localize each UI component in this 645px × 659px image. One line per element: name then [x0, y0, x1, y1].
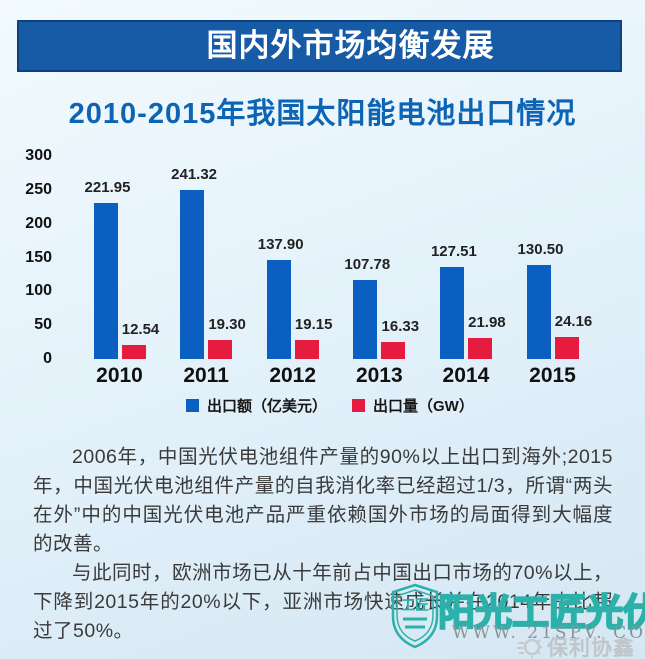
bar-value-label: 21.98	[468, 314, 506, 332]
x-axis-label: 2011	[183, 364, 229, 387]
legend-item-export-volume: 出口量（GW）	[352, 397, 474, 415]
y-axis-tick: 200	[25, 214, 52, 232]
y-axis-tick: 300	[25, 147, 52, 164]
x-axis-label: 2013	[355, 364, 403, 387]
export-value-bar	[180, 189, 205, 359]
y-axis-tick: 100	[25, 282, 52, 300]
y-axis-tick: 250	[25, 180, 52, 198]
chart-legend: 出口额（亿美元） 出口量（GW）	[0, 397, 645, 417]
bar-value-label: 127.51	[430, 242, 477, 260]
paragraph-2: 与此同时，欧洲市场已从十年前占中国出口市场的70%以上，下降到2015年的20%…	[33, 562, 613, 642]
bar-value-label: 107.78	[344, 256, 391, 274]
legend-item-export-value: 出口额（亿美元）	[186, 397, 328, 415]
export-volume-bar	[208, 339, 233, 359]
legend-swatch-blue	[186, 398, 199, 412]
x-axis-label: 2015	[529, 364, 576, 387]
y-axis-tick: 150	[25, 248, 52, 266]
export-chart: 0 50 100 150 200 250 300 221.95 12.54 2010 241.32 1…	[25, 147, 593, 387]
banner: 国内外市场均衡发展	[17, 20, 622, 72]
legend-swatch-red	[352, 398, 365, 412]
bar-value-label: 24.16	[554, 312, 593, 330]
bar-value-label: 130.50	[517, 240, 564, 258]
bar-value-label: 19.30	[208, 315, 246, 333]
export-value-bar	[266, 259, 291, 359]
bar-value-label: 137.90	[257, 235, 304, 253]
banner-title: 国内外市场均衡发展	[206, 28, 495, 63]
bar-value-label: 19.15	[294, 316, 333, 334]
export-volume-bar	[121, 344, 146, 359]
y-axis-tick: 50	[34, 316, 52, 334]
bar-value-label: 16.33	[381, 317, 420, 335]
export-volume-bar	[294, 340, 319, 359]
legend-label-export-value: 出口额（亿美元）	[207, 397, 328, 415]
export-volume-bar	[467, 338, 492, 359]
y-axis-tick: 0	[43, 350, 52, 367]
export-value-bar	[353, 280, 378, 359]
x-axis-label: 2012	[269, 364, 317, 387]
bar-value-label: 12.54	[121, 320, 160, 338]
bar-value-label: 221.95	[84, 178, 131, 196]
x-axis-label: 2014	[442, 364, 490, 387]
legend-label-export-volume: 出口量（GW）	[373, 397, 474, 415]
paragraph-1: 2006年，中国光伏电池组件产量的90%以上出口到海外;2015年，中国光伏电池…	[33, 446, 613, 555]
bar-value-label: 241.32	[171, 165, 218, 183]
export-volume-bar	[554, 336, 579, 359]
export-value-bar	[526, 264, 551, 359]
x-axis-label: 2010	[96, 364, 143, 387]
export-value-bar	[93, 202, 118, 359]
export-volume-bar	[381, 341, 406, 359]
export-value-bar	[439, 266, 464, 359]
chart-title: 2010-2015年我国太阳能电池出口情况	[68, 98, 577, 130]
article-text: 2006年，中国光伏电池组件产量的90%以上出口到海外;2015年，中国光伏电池…	[33, 443, 613, 646]
